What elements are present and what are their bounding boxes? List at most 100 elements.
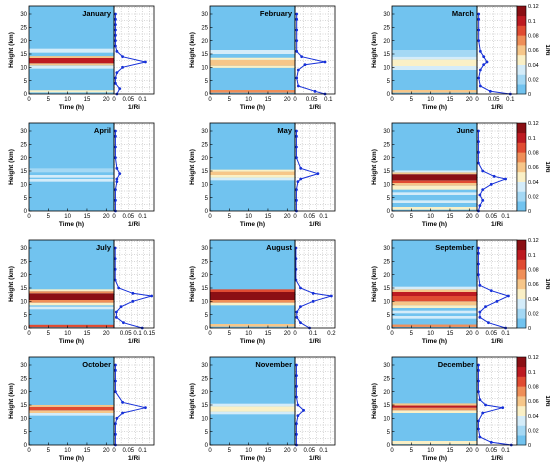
profile-x-tick-label: 0 — [475, 331, 479, 337]
y-axis-label: Height (km) — [371, 149, 378, 185]
profile-x-axis-label: 1/Ri — [128, 455, 140, 462]
colorbar-tick-label: 0.02 — [528, 78, 539, 84]
colorbar-tick-label: 0.12 — [528, 121, 539, 127]
heatmap-band — [392, 407, 477, 411]
profile-point — [114, 28, 117, 32]
y-tick-label: 10 — [201, 183, 208, 189]
profile-frame — [113, 239, 155, 329]
profile-point — [295, 363, 298, 367]
colorbar-tick-label: 0.06 — [528, 282, 539, 288]
heatmap-band — [29, 405, 114, 407]
x-tick-label: 15 — [447, 448, 454, 454]
heatmap-band — [29, 168, 114, 173]
colorbar-segment — [517, 259, 526, 270]
y-tick-label: 25 — [20, 143, 27, 149]
profile-point — [481, 188, 485, 192]
heatmap-band — [392, 185, 477, 190]
profile-point — [113, 246, 117, 250]
colorbar-segment — [517, 142, 526, 153]
x-axis-label: Time (h) — [240, 455, 265, 462]
x-axis-label: Time (h) — [422, 455, 447, 462]
profile-x-axis-label: 1/Ri — [309, 221, 321, 228]
profile-x-axis-label: 1/Ri — [491, 455, 503, 462]
y-tick-label: 10 — [201, 300, 208, 306]
x-tick-label: 5 — [410, 214, 414, 220]
y-tick-label: 0 — [24, 443, 28, 449]
y-tick-label: 5 — [205, 79, 209, 85]
heatmap-band — [392, 403, 477, 406]
profile-x-axis-label: 1/Ri — [309, 338, 321, 345]
profile-point — [477, 76, 481, 80]
colorbar-segment — [517, 6, 526, 17]
colorbar-frame — [516, 5, 527, 95]
y-tick-label: 30 — [383, 363, 390, 369]
x-tick-label: 20 — [284, 97, 291, 103]
y-tick-label: 25 — [20, 377, 27, 383]
x-axis-label: Time (h) — [59, 104, 84, 111]
heatmap-band — [210, 324, 295, 327]
profile-point — [114, 44, 117, 48]
colorbar-segment — [517, 357, 526, 368]
y-tick-label: 5 — [205, 313, 209, 319]
profile-point — [481, 169, 485, 173]
x-tick-label: 10 — [427, 97, 434, 103]
profile-point — [114, 12, 117, 16]
x-tick-label: 10 — [427, 448, 434, 454]
y-axis-label: Height (km) — [189, 383, 196, 419]
x-tick-label: 5 — [47, 97, 51, 103]
heatmap-band — [392, 50, 477, 57]
y-tick-label: 25 — [201, 377, 208, 383]
profile-point — [295, 395, 298, 399]
profile-x-axis-label: 1/Ri — [128, 338, 140, 345]
profile-x-tick-label: 0.1 — [138, 97, 147, 103]
profile-point — [114, 432, 117, 436]
y-tick-label: 10 — [20, 417, 27, 423]
heatmap-band — [29, 406, 114, 411]
x-tick-label: 5 — [228, 214, 232, 220]
colorbar-segment — [517, 376, 526, 387]
profile-x-tick-label: 0 — [293, 214, 297, 220]
profile-point — [477, 12, 481, 16]
profile-x-tick-label: 0.1 — [138, 214, 147, 220]
profile-point — [482, 63, 486, 67]
heatmap-band — [210, 175, 295, 178]
y-tick-label: 30 — [20, 129, 27, 135]
y-tick-label: 0 — [205, 209, 209, 215]
colorbar-segment — [517, 435, 526, 446]
profile-point — [144, 406, 147, 410]
profile-x-tick-label: 0.05 — [122, 97, 134, 103]
x-tick-label: 5 — [228, 97, 232, 103]
y-tick-label: 15 — [383, 403, 390, 409]
profile-point — [296, 180, 300, 184]
colorbar-tick-label: 0.08 — [528, 151, 539, 157]
profile-x-tick-label: 0.1 — [324, 97, 333, 103]
profile-point — [115, 49, 119, 53]
colorbar-segment — [517, 249, 526, 260]
y-tick-label: 20 — [201, 39, 208, 45]
profile-x-tick-label: 0.05 — [485, 214, 497, 220]
y-tick-label: 10 — [201, 66, 208, 72]
heatmap-band — [29, 306, 114, 310]
profile-point — [316, 172, 320, 176]
profile-point — [131, 299, 135, 303]
heatmap-band — [210, 403, 295, 407]
profile-point — [121, 411, 124, 415]
profile-point — [478, 283, 482, 287]
colorbar-tick-label: 0.04 — [528, 414, 539, 420]
colorbar-segment — [517, 415, 526, 426]
heatmap-band — [392, 90, 477, 93]
y-axis-label: Height (km) — [8, 149, 15, 185]
profile-point — [489, 440, 493, 444]
x-tick-label: 5 — [410, 331, 414, 337]
profile-line — [295, 365, 305, 445]
heatmap-band — [392, 316, 477, 319]
colorbar-row-4: 0.12 0.1 0.08 0.06 0.04 0.02 0 1/Ri — [516, 355, 550, 449]
x-tick-label: 15 — [84, 214, 91, 220]
colorbar-segment — [517, 298, 526, 309]
y-axis-label: Height (km) — [371, 383, 378, 419]
y-tick-label: 20 — [20, 156, 27, 162]
profile-point — [295, 156, 298, 160]
profile-frame — [294, 5, 336, 95]
